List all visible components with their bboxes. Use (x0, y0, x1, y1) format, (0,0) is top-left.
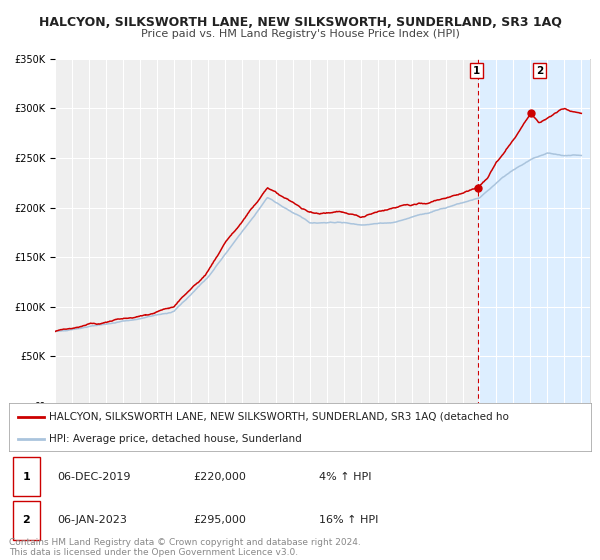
Text: HPI: Average price, detached house, Sunderland: HPI: Average price, detached house, Sund… (49, 434, 301, 444)
FancyBboxPatch shape (13, 458, 40, 496)
Text: 06-JAN-2023: 06-JAN-2023 (58, 515, 127, 525)
Text: £295,000: £295,000 (193, 515, 246, 525)
Text: £220,000: £220,000 (193, 472, 246, 482)
Text: HALCYON, SILKSWORTH LANE, NEW SILKSWORTH, SUNDERLAND, SR3 1AQ (detached ho: HALCYON, SILKSWORTH LANE, NEW SILKSWORTH… (49, 412, 508, 422)
Text: 4% ↑ HPI: 4% ↑ HPI (319, 472, 372, 482)
Text: 16% ↑ HPI: 16% ↑ HPI (319, 515, 379, 525)
Text: 2: 2 (23, 515, 31, 525)
Bar (478, 59, 590, 406)
Text: 06-DEC-2019: 06-DEC-2019 (58, 472, 131, 482)
Bar (478, 59, 590, 406)
Text: 2: 2 (536, 66, 543, 76)
Text: Contains HM Land Registry data © Crown copyright and database right 2024.
This d: Contains HM Land Registry data © Crown c… (9, 538, 361, 557)
Text: Price paid vs. HM Land Registry's House Price Index (HPI): Price paid vs. HM Land Registry's House … (140, 29, 460, 39)
Text: 1: 1 (23, 472, 31, 482)
FancyBboxPatch shape (13, 501, 40, 539)
Text: HALCYON, SILKSWORTH LANE, NEW SILKSWORTH, SUNDERLAND, SR3 1AQ: HALCYON, SILKSWORTH LANE, NEW SILKSWORTH… (38, 16, 562, 29)
Text: 1: 1 (473, 66, 480, 76)
